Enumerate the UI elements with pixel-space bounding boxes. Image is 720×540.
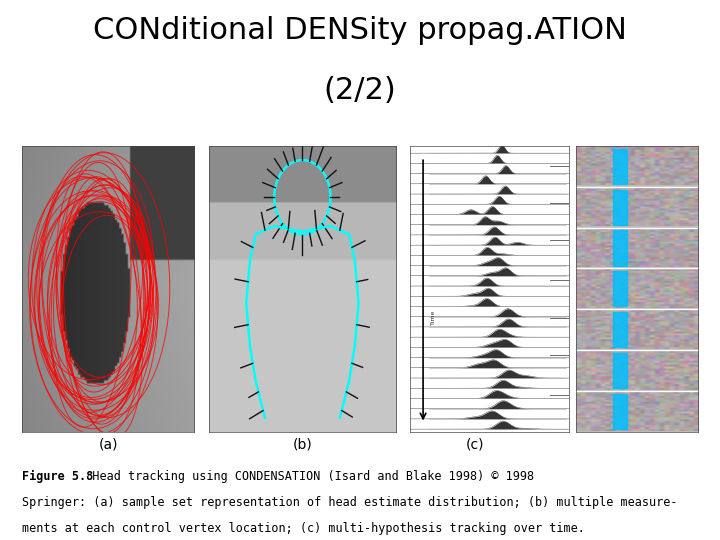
Text: (a): (a) (98, 437, 118, 451)
Text: (b): (b) (292, 437, 312, 451)
Text: ments at each control vertex location; (c) multi-hypothesis tracking over time.: ments at each control vertex location; (… (22, 522, 585, 535)
Text: Springer: (a) sample set representation of head estimate distribution; (b) multi: Springer: (a) sample set representation … (22, 496, 677, 509)
Text: (2/2): (2/2) (323, 76, 397, 105)
Text: Head tracking using CONDENSATION (Isard and Blake 1998) © 1998: Head tracking using CONDENSATION (Isard … (71, 470, 534, 483)
Text: Time: Time (431, 310, 436, 325)
Text: (c): (c) (466, 437, 485, 451)
Text: CONditional DENSity propag.ATION: CONditional DENSity propag.ATION (93, 16, 627, 45)
Text: Figure 5.8: Figure 5.8 (22, 470, 93, 483)
